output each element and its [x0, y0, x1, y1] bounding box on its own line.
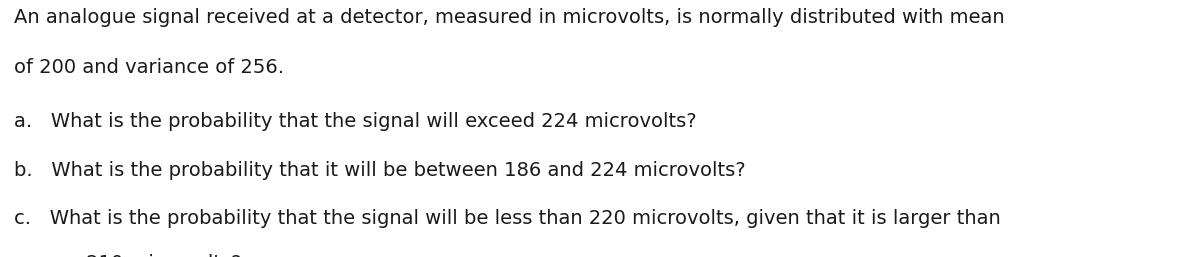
Text: a.   What is the probability that the signal will exceed 224 microvolts?: a. What is the probability that the sign…: [14, 112, 697, 131]
Text: b.   What is the probability that it will be between 186 and 224 microvolts?: b. What is the probability that it will …: [14, 161, 746, 180]
Text: of 200 and variance of 256.: of 200 and variance of 256.: [14, 58, 284, 77]
Text: c.   What is the probability that the signal will be less than 220 microvolts, g: c. What is the probability that the sign…: [14, 209, 1001, 228]
Text: 210 microvolts?: 210 microvolts?: [55, 254, 241, 257]
Text: An analogue signal received at a detector, measured in microvolts, is normally d: An analogue signal received at a detecto…: [14, 8, 1006, 27]
